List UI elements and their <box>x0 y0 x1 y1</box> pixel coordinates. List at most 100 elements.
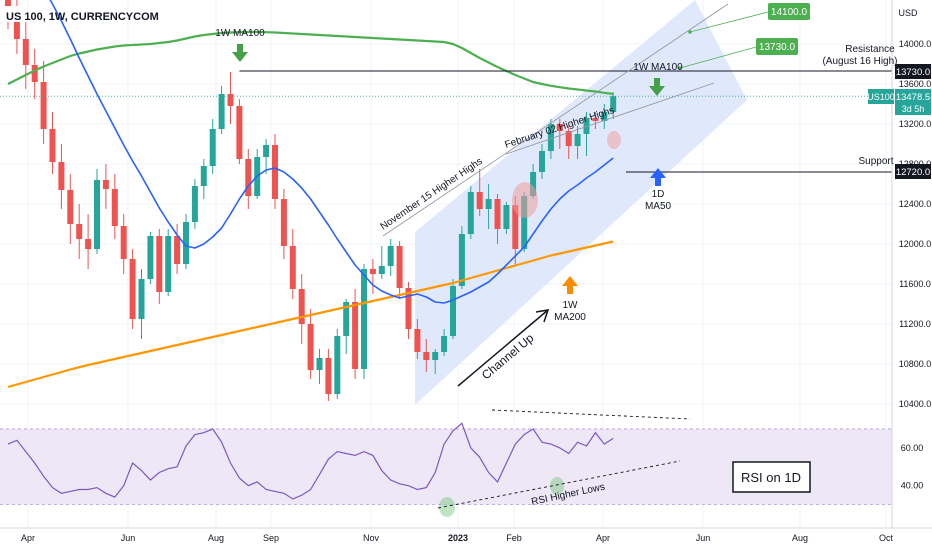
candle-body <box>138 279 145 319</box>
november-higher-highs-line <box>382 3 729 237</box>
channel-up-shape <box>415 0 747 405</box>
candle-body <box>156 236 163 292</box>
candle-body <box>334 336 341 394</box>
candle-body <box>450 286 456 336</box>
candle-body <box>272 145 278 199</box>
candle-body <box>76 224 83 239</box>
time-axis: Apr Jun Aug Sep Nov 2023 Feb Apr Jun Aug Oct <box>0 527 932 543</box>
rsi-higher-lows-line <box>437 460 681 509</box>
header-badge <box>0 6 20 22</box>
resistance-label: Resistance <box>845 44 895 55</box>
ma50-arrow-stem <box>655 178 661 186</box>
price-tick-label: 10400.0 <box>899 399 932 409</box>
candle-body <box>556 124 563 131</box>
candle-body <box>539 151 545 172</box>
price-tick-label: 10800.0 <box>899 359 932 369</box>
support-price-tag <box>895 164 931 179</box>
resistance-sub-label: (August 16 High) <box>822 56 897 67</box>
candle-body <box>120 226 127 259</box>
candle-body <box>494 199 501 229</box>
candle-body <box>5 0 11 6</box>
candle-body <box>67 190 74 224</box>
channel-up-arrow-shaft <box>457 309 549 387</box>
price-tick-label: 11200.0 <box>899 319 931 329</box>
candlesticks <box>5 0 617 401</box>
candle-body <box>565 131 572 146</box>
candle-body <box>369 269 376 274</box>
candle-body <box>485 199 492 209</box>
moving-averages <box>7 0 614 389</box>
candle-body <box>423 352 430 360</box>
target-dot-14100 <box>688 30 692 34</box>
candle-body <box>361 269 367 369</box>
rsi-label-box <box>732 461 811 493</box>
current-price-text: 13478.5 <box>896 92 930 103</box>
candle-body <box>174 236 181 264</box>
ma100-arrow-left <box>232 52 248 62</box>
candle-body <box>102 180 109 189</box>
candle-body <box>58 162 65 190</box>
channel-up-fill <box>415 0 747 405</box>
ma50-label-2: MA50 <box>645 201 672 212</box>
channel-up-arrow-head <box>535 309 550 323</box>
ma200-label-1: 1W <box>563 300 579 311</box>
ma100-line <box>7 30 614 96</box>
resistance-price-text: 13730.0 <box>896 67 930 78</box>
countdown-text: 3d 5h <box>902 104 925 114</box>
target-connector-13730 <box>679 46 757 69</box>
candle-body <box>298 289 305 324</box>
symbol-tag <box>868 89 894 104</box>
candle-body <box>209 129 216 166</box>
chart-header: US 100, 1W, CURRENCYCOM <box>6 11 159 23</box>
time-tick-label: Nov <box>363 533 380 543</box>
price-tick-label: 13600.0 <box>899 79 932 89</box>
candle-body <box>378 266 385 274</box>
target-tag-13730 <box>756 38 798 55</box>
target-connector-14100 <box>689 11 769 33</box>
time-tick-label: Jun <box>696 533 711 543</box>
rsi-line <box>7 422 614 500</box>
candle-body <box>458 234 465 286</box>
ma100-arrow-right-stem <box>654 78 660 86</box>
price-tick-label: 13200.0 <box>899 119 932 129</box>
candle-body <box>85 239 92 249</box>
time-tick-label: Jun <box>121 533 136 543</box>
price-tick-label: 12000.0 <box>899 239 932 249</box>
candle-body <box>280 199 287 246</box>
highlight-circle-apr <box>607 131 621 149</box>
candle-body <box>147 236 154 279</box>
candle-body <box>530 172 537 196</box>
candle-body <box>111 189 118 226</box>
candle-body <box>414 329 421 352</box>
support-label: Support <box>858 156 893 167</box>
time-tick-label: Aug <box>792 533 808 543</box>
ma100-arrow-left-stem <box>237 44 243 52</box>
rsi-panel <box>7 422 614 500</box>
price-tick-label: 12400.0 <box>899 199 932 209</box>
time-tick-label: 2023 <box>448 533 468 543</box>
candle-body <box>521 196 528 249</box>
ma100-label-right: 1W MA100 <box>633 62 683 73</box>
candle-body <box>129 259 136 319</box>
candle-body <box>592 118 599 121</box>
candle-body <box>307 324 314 370</box>
rsi-tick-label: 60.00 <box>901 443 924 453</box>
support-price-text: 12720.0 <box>896 167 930 178</box>
ma100-label-left: 1W MA100 <box>215 28 265 39</box>
candle-body <box>31 65 38 82</box>
candle-body <box>396 246 403 288</box>
ma50-line <box>49 0 614 304</box>
candle-body <box>610 96 617 112</box>
target-tag-14100 <box>768 3 810 20</box>
candle-body <box>352 302 359 369</box>
candle-body <box>503 205 510 229</box>
price-unit-label: USD <box>898 8 918 18</box>
candle-body <box>325 358 332 394</box>
target-dot-13730 <box>678 66 682 70</box>
candle-body <box>441 336 448 352</box>
ma200-line <box>7 240 614 389</box>
candle-body <box>40 82 47 129</box>
candle-body <box>316 358 323 370</box>
ma200-arrow-stem <box>567 286 573 294</box>
candle-body <box>13 6 20 39</box>
